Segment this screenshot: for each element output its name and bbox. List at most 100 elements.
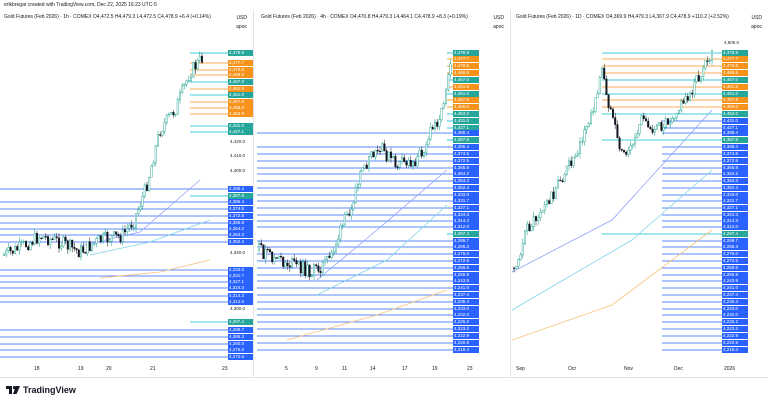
candle-body <box>110 235 113 242</box>
candle-body <box>306 264 309 276</box>
candle-body <box>82 246 85 253</box>
candle-body <box>3 254 6 256</box>
candle-body <box>47 236 50 245</box>
x-tick-label: Nov <box>624 366 633 372</box>
price-label: 4,354.3 <box>453 178 479 184</box>
candle-body <box>321 261 324 273</box>
candle-body <box>264 248 267 260</box>
price-label: 4,285.3 <box>228 334 253 340</box>
price-label: 4,272.6 <box>453 258 479 264</box>
candle-body <box>697 75 700 82</box>
candle-body <box>669 122 672 125</box>
chart-canvas[interactable] <box>0 10 254 377</box>
candle-body <box>411 161 414 167</box>
candle-body <box>699 76 702 82</box>
candle-body <box>405 161 408 166</box>
chart-panel-4h[interactable]: Gold Futures (Feb 2026) · 4h · COMEX O4,… <box>257 10 511 377</box>
candle-body <box>31 242 34 245</box>
candle-body <box>574 155 577 158</box>
candle-body <box>293 258 296 261</box>
price-label: 4,297.4 <box>722 231 748 237</box>
candle-body <box>704 60 707 69</box>
price-label: 4,456.0 <box>453 104 479 110</box>
candle-body <box>603 67 606 80</box>
price-label: 4,427.1 <box>453 125 479 131</box>
candle-body <box>302 261 305 274</box>
candle-body <box>688 92 691 101</box>
candle-body <box>313 264 316 276</box>
candle-body <box>631 143 634 146</box>
candle-body <box>137 209 140 215</box>
candle-body <box>317 265 320 272</box>
panel-title: Gold Futures (Feb 2026) · 1D · COMEX O4,… <box>516 14 729 20</box>
candle-body <box>352 202 355 210</box>
price-label: 4,258.6 <box>722 265 748 271</box>
candle-body <box>130 224 133 228</box>
price-label: 4,276.0 <box>453 251 479 257</box>
price-label: 4,456.0 <box>722 104 748 110</box>
candle-body <box>58 237 61 249</box>
candle-body <box>541 210 544 213</box>
candle-body <box>548 200 551 204</box>
candle-body <box>176 99 179 115</box>
price-label: 4,457.6 <box>453 97 479 103</box>
price-label: 4,461.5 <box>722 84 748 90</box>
chart-canvas[interactable] <box>257 10 511 377</box>
candle-body <box>73 247 76 249</box>
candle-body <box>185 80 188 85</box>
candle-body <box>662 127 665 131</box>
candle-body <box>126 228 129 233</box>
candle-body <box>196 59 199 70</box>
candle-body <box>159 134 162 136</box>
candle-body <box>403 157 406 162</box>
moving-average-line <box>89 219 211 256</box>
candle-body <box>284 262 287 267</box>
candle-body <box>647 120 650 128</box>
candle-body <box>385 150 388 162</box>
candle-body <box>596 93 599 99</box>
candle-body <box>589 112 592 124</box>
price-label: 4,333.0 <box>228 267 253 273</box>
candle-body <box>370 151 373 157</box>
price-label: 4,218.4 <box>722 347 748 353</box>
price-label: 4,457.6 <box>228 99 253 105</box>
chart-panel-1h[interactable]: Gold Futures (Feb 2026) · 1h · COMEX O4,… <box>0 10 254 377</box>
y-tick-label: 4,500.0 <box>724 40 740 45</box>
price-label: 4,276.0 <box>228 347 253 353</box>
moving-average-line <box>512 229 713 341</box>
candle-body <box>607 94 610 108</box>
candle-body <box>345 213 348 215</box>
apoc-label: apoc <box>236 24 247 30</box>
candle-body <box>150 165 153 178</box>
candle-body <box>44 236 47 238</box>
price-label: 4,223.2 <box>453 326 479 332</box>
price-label: 4,374.5 <box>722 151 748 157</box>
chart-panel-1d[interactable]: Gold Futures (Feb 2026) · 1D · COMEX O4,… <box>512 10 768 377</box>
candle-body <box>90 244 93 251</box>
price-label: 4,386.4 <box>722 144 748 150</box>
candle-body <box>295 260 298 265</box>
candle-body <box>658 122 661 126</box>
candle-body <box>86 241 89 254</box>
candle-body <box>286 262 289 267</box>
candle-body <box>359 171 362 185</box>
candle-body <box>374 149 377 158</box>
x-tick-label: 9 <box>315 366 318 372</box>
candle-body <box>682 100 685 104</box>
apoc-label: apoc <box>751 24 762 30</box>
candle-body <box>332 251 335 254</box>
candle-body <box>598 77 601 94</box>
x-tick-label: 17 <box>402 366 408 372</box>
price-label: 4,352.4 <box>722 185 748 191</box>
candle-body <box>145 184 148 191</box>
candle-body <box>27 246 30 251</box>
candle-body <box>517 259 520 267</box>
candle-body <box>565 165 568 175</box>
x-tick-label: 19 <box>78 366 84 372</box>
tradingview-logo[interactable]: TradingView <box>6 385 76 395</box>
price-label: 4,272.6 <box>722 258 748 264</box>
candle-body <box>178 92 181 100</box>
candle-body <box>88 241 91 251</box>
moving-average-line <box>99 259 211 279</box>
chart-canvas[interactable] <box>512 10 768 377</box>
